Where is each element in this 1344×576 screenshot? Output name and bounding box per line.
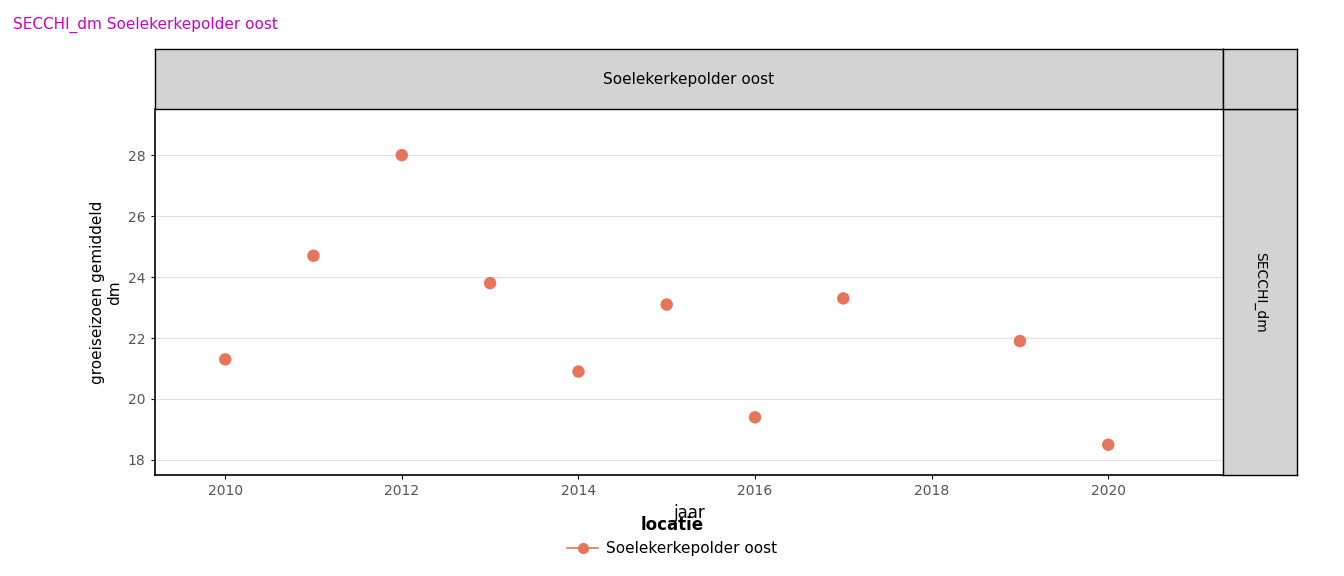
Y-axis label: groeiseizoen gemiddeld
dm: groeiseizoen gemiddeld dm <box>90 200 122 384</box>
Point <box>302 251 324 260</box>
Text: SECCHI_dm Soelekerkepolder oost: SECCHI_dm Soelekerkepolder oost <box>13 17 278 33</box>
Point <box>391 150 413 160</box>
Point <box>832 294 853 303</box>
Point <box>656 300 677 309</box>
Legend: Soelekerkepolder oost: Soelekerkepolder oost <box>562 510 782 563</box>
Point <box>480 279 501 288</box>
Point <box>1009 336 1031 346</box>
X-axis label: jaar: jaar <box>673 504 704 522</box>
Text: Soelekerkepolder oost: Soelekerkepolder oost <box>603 71 774 87</box>
Point <box>1098 440 1120 449</box>
Text: SECCHI_dm: SECCHI_dm <box>1253 252 1267 333</box>
Point <box>567 367 589 376</box>
Point <box>215 355 237 364</box>
Point <box>745 412 766 422</box>
